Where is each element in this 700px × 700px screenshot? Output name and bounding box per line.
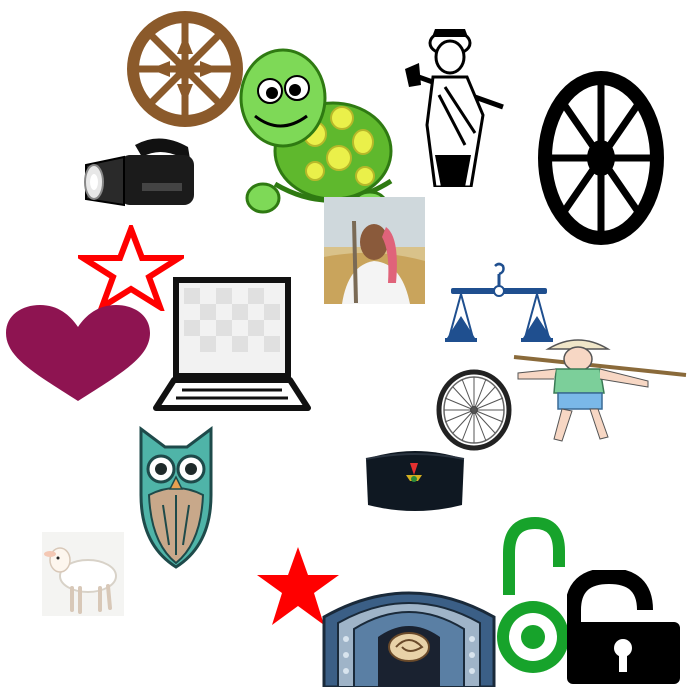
green-open-lock-icon	[497, 515, 569, 683]
farmer-photo	[324, 197, 425, 304]
red-solid-star-icon	[253, 545, 343, 628]
red-outline-star-icon	[78, 225, 184, 311]
bicycle-wheel-icon	[435, 368, 513, 452]
black-wheel-icon	[537, 67, 665, 249]
black-cap-icon	[360, 445, 470, 515]
maroon-heart-icon	[4, 305, 152, 403]
owl-icon	[135, 425, 217, 570]
lamb-icon	[42, 532, 124, 616]
green-turtle-icon	[235, 36, 395, 218]
ornamental-emblem-icon	[320, 575, 498, 687]
flashlight-icon	[80, 133, 198, 223]
weighing-scale-icon	[443, 262, 555, 347]
brown-spoked-wheel-icon	[125, 4, 245, 134]
farmer-with-hoe-icon	[508, 335, 690, 443]
farmer-with-axe-icon	[405, 15, 510, 187]
black-open-padlock-icon	[567, 570, 680, 685]
laptop-icon	[152, 276, 312, 414]
